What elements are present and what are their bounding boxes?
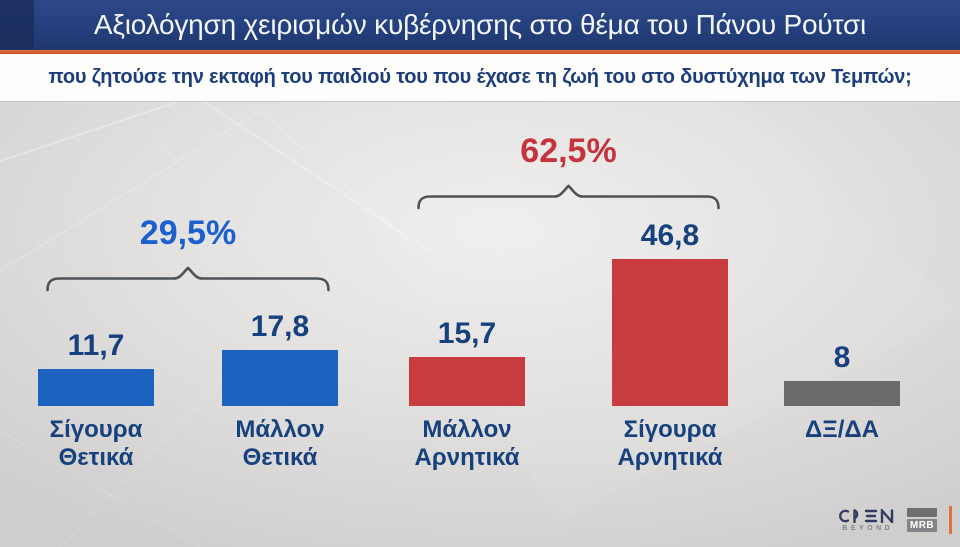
- group-bracket: [46, 266, 330, 292]
- bar-category-line: Μάλλον: [422, 416, 512, 443]
- group-percentage-label: 62,5%: [520, 132, 617, 170]
- bar-category-line: ΔΞ/ΔΑ: [805, 416, 879, 443]
- group-bracket: [417, 184, 720, 210]
- bar-value-label: 15,7: [437, 317, 497, 350]
- title-bar-corner-accent: [0, 0, 34, 50]
- bar-value-label: 11,7: [67, 329, 125, 362]
- mrb-logo-bar: [907, 508, 937, 517]
- open-beyond-label: BEYOND: [842, 524, 894, 532]
- bar-category-label: Μάλλον Θετικά: [188, 416, 372, 472]
- bar-category-line: Αρνητικά: [414, 444, 520, 471]
- bar-category-label: Μάλλον Αρνητικά: [375, 416, 559, 472]
- bar-category-label: Σίγουρα Θετικά: [4, 416, 188, 472]
- mrb-logo: MRB: [907, 508, 937, 532]
- open-logo-icon: [839, 508, 894, 523]
- bar-category-line: Σίγουρα: [49, 416, 143, 443]
- bar-category-line: Αρνητικά: [617, 444, 723, 471]
- bar: [222, 350, 338, 406]
- bar-category-line: Σίγουρα: [623, 416, 717, 443]
- bar-category-label: ΔΞ/ΔΑ: [750, 416, 934, 444]
- title-bar: Αξιολόγηση χειρισμών κυβέρνησης στο θέμα…: [0, 0, 960, 50]
- page-title: Αξιολόγηση χειρισμών κυβέρνησης στο θέμα…: [93, 9, 867, 40]
- orange-divider: [0, 50, 960, 54]
- bar-value-label: 8: [833, 341, 851, 374]
- bar-category-line: Μάλλον: [235, 416, 325, 443]
- bar: [38, 369, 154, 406]
- bar: [409, 357, 525, 406]
- open-tv-logo: BEYOND: [837, 508, 895, 532]
- footer-accent-divider: [949, 506, 952, 534]
- group-percentage-label: 29,5%: [139, 214, 237, 252]
- bar: [612, 259, 728, 406]
- page-subtitle: που ζητούσε την εκταφή του παιδιού του π…: [48, 66, 912, 88]
- bar: [784, 381, 900, 406]
- bar-category-line: Θετικά: [242, 444, 318, 471]
- footer-logos: BEYOND MRB: [837, 503, 952, 537]
- bar-category-label: Σίγουρα Αρνητικά: [578, 416, 762, 472]
- bar-category-line: Θετικά: [58, 444, 134, 471]
- mrb-logo-label: MRB: [907, 519, 937, 532]
- subtitle-bar: που ζητούσε την εκταφή του παιδιού του π…: [0, 54, 960, 102]
- bar-value-label: 17,8: [250, 310, 310, 343]
- bar-value-label: 46,8: [640, 219, 700, 252]
